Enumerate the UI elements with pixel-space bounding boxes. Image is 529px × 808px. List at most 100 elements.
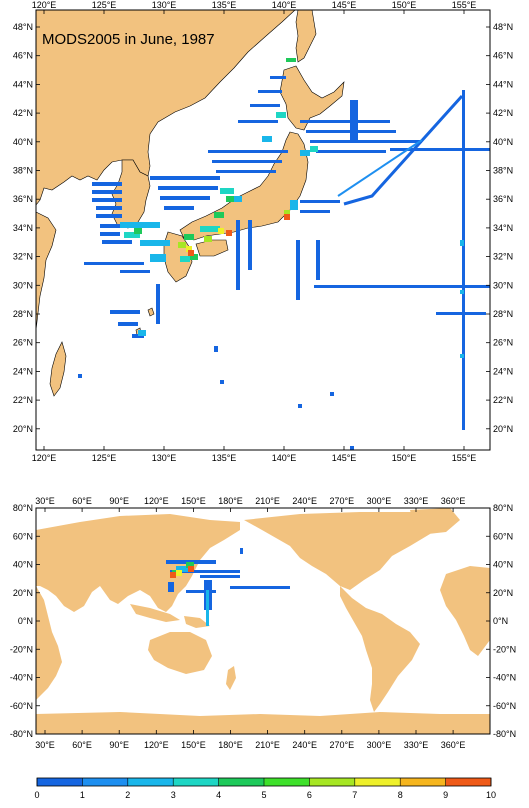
top-lat-label-left: 22°N	[13, 395, 33, 405]
top-lon-label-top: 130°E	[152, 0, 177, 10]
top-lon-label-top: 125°E	[92, 0, 117, 10]
top-lon-label-top: 135°E	[212, 0, 237, 10]
bottom-lat-label-right: 40°N	[493, 560, 513, 570]
top-map-lat-ticks: 48°N 48°N 46°N 46°N 44°N 44°N 42°N 42°N 40°N 40°N…	[13, 22, 513, 434]
bottom-lat-label-right: -80°N	[493, 729, 516, 739]
bottom-lon-label-top: 180°E	[218, 496, 243, 506]
colorbar-label: 1	[80, 790, 85, 800]
bottom-lon-label-bottom: 240°E	[292, 740, 317, 750]
bottom-lon-label-bottom: 300°E	[367, 740, 392, 750]
bottom-map-data-cells	[166, 548, 290, 626]
top-lat-label-left: 42°N	[13, 108, 33, 118]
top-lat-label-right: 34°N	[493, 223, 513, 233]
bottom-map-lon-ticks: 30°E 30°E 60°E 60°E 90°E 90°E 120°E 120°E 150°E 1…	[35, 496, 465, 750]
top-lat-label-left: 28°N	[13, 309, 33, 319]
bottom-map-lat-ticks: 80°N 80°N 60°N 60°N 40°N 40°N 20°N 20°N 0°N 0°N -2…	[10, 503, 516, 739]
bottom-lon-label-top: 30°E	[35, 496, 55, 506]
bottom-lon-label-bottom: 90°E	[109, 740, 129, 750]
colorbar-label: 8	[398, 790, 403, 800]
top-map-data-cells	[78, 58, 490, 450]
top-lon-label-top: 140°E	[272, 0, 297, 10]
top-lon-label-bottom: 150°E	[392, 453, 417, 463]
colorbar-label: 3	[171, 790, 176, 800]
bottom-lon-label-top: 120°E	[144, 496, 169, 506]
bottom-lon-label-top: 90°E	[109, 496, 129, 506]
top-lat-label-right: 44°N	[493, 79, 513, 89]
top-lat-label-left: 20°N	[13, 424, 33, 434]
top-lat-label-left: 26°N	[13, 338, 33, 348]
top-lon-label-top: 155°E	[452, 0, 477, 10]
bottom-lon-label-top: 330°E	[404, 496, 429, 506]
top-lon-label-bottom: 155°E	[452, 453, 477, 463]
top-map-frame	[35, 9, 491, 451]
bottom-lat-label-left: 60°N	[13, 531, 33, 541]
top-lon-label-bottom: 125°E	[92, 453, 117, 463]
top-lat-label-right: 24°N	[493, 366, 513, 376]
top-map-land	[35, 9, 345, 397]
bottom-lon-label-bottom: 120°E	[144, 740, 169, 750]
bottom-lat-label-left: -60°N	[10, 701, 33, 711]
colorbar-segment	[309, 778, 355, 786]
top-lat-label-right: 42°N	[493, 108, 513, 118]
top-lat-label-right: 40°N	[493, 137, 513, 147]
top-lat-label-left: 34°N	[13, 223, 33, 233]
bottom-lon-label-bottom: 150°E	[181, 740, 206, 750]
top-lat-label-left: 44°N	[13, 79, 33, 89]
bottom-lon-label-bottom: 360°E	[441, 740, 466, 750]
bottom-lon-label-bottom: 330°E	[404, 740, 429, 750]
top-lat-label-right: 48°N	[493, 22, 513, 32]
colorbar-label: 2	[125, 790, 130, 800]
colorbar-segment	[127, 778, 174, 786]
top-lon-label-bottom: 130°E	[152, 453, 177, 463]
bottom-lat-label-left: 20°N	[13, 588, 33, 598]
colorbar-label: 6	[307, 790, 312, 800]
bottom-lon-label-top: 240°E	[292, 496, 317, 506]
top-lat-label-right: 38°N	[493, 166, 513, 176]
colorbar-boxes	[37, 778, 491, 786]
top-lat-label-left: 32°N	[13, 252, 33, 262]
top-lon-label-bottom: 120°E	[32, 453, 57, 463]
bottom-lat-label-right: 80°N	[493, 503, 513, 513]
bottom-lat-label-left: -80°N	[10, 729, 33, 739]
colorbar-segment	[218, 778, 264, 786]
colorbar-label: 0	[34, 790, 39, 800]
top-lat-label-right: 46°N	[493, 51, 513, 61]
bottom-lon-label-top: 60°E	[72, 496, 92, 506]
bottom-lon-label-top: 360°E	[441, 496, 466, 506]
top-lon-label-bottom: 145°E	[332, 453, 357, 463]
colorbar-segment	[445, 778, 491, 786]
bottom-lon-label-bottom: 180°E	[218, 740, 243, 750]
top-lat-label-left: 36°N	[13, 194, 33, 204]
colorbar-segment	[82, 778, 128, 786]
top-lat-label-left: 38°N	[13, 166, 33, 176]
bottom-lat-label-right: -20°N	[493, 644, 516, 654]
top-lon-label-top: 150°E	[392, 0, 417, 10]
top-lat-label-right: 20°N	[493, 424, 513, 434]
bottom-lat-label-right: 60°N	[493, 531, 513, 541]
colorbar-label: 9	[443, 790, 448, 800]
bottom-lat-label-left: -40°N	[10, 673, 33, 683]
colorbar-label: 10	[486, 790, 496, 800]
bottom-lon-label-bottom: 270°E	[329, 740, 354, 750]
bottom-lat-label-right: 20°N	[493, 588, 513, 598]
colorbar-label: 4	[216, 790, 221, 800]
bottom-lon-label-bottom: 60°E	[72, 740, 92, 750]
top-lat-label-right: 30°N	[493, 280, 513, 290]
top-lat-label-left: 30°N	[13, 280, 33, 290]
bottom-lat-label-left: -20°N	[10, 644, 33, 654]
top-lat-label-right: 36°N	[493, 194, 513, 204]
map-title: MODS2005 in June, 1987	[42, 31, 215, 48]
bottom-lat-label-right: 0°N	[493, 616, 508, 626]
bottom-lat-label-right: -60°N	[493, 701, 516, 711]
bottom-lon-label-top: 210°E	[255, 496, 280, 506]
bottom-lat-label-left: 0°N	[18, 616, 33, 626]
bottom-lon-label-bottom: 30°E	[35, 740, 55, 750]
colorbar-labels: 0 1 2 3 4 5 6 7 8 9 10	[34, 778, 496, 800]
top-lon-label-top: 145°E	[332, 0, 357, 10]
bottom-lon-label-top: 270°E	[329, 496, 354, 506]
top-lat-label-right: 28°N	[493, 309, 513, 319]
colorbar-segment	[354, 778, 401, 786]
bottom-lon-label-top: 300°E	[367, 496, 392, 506]
top-lat-label-left: 24°N	[13, 366, 33, 376]
